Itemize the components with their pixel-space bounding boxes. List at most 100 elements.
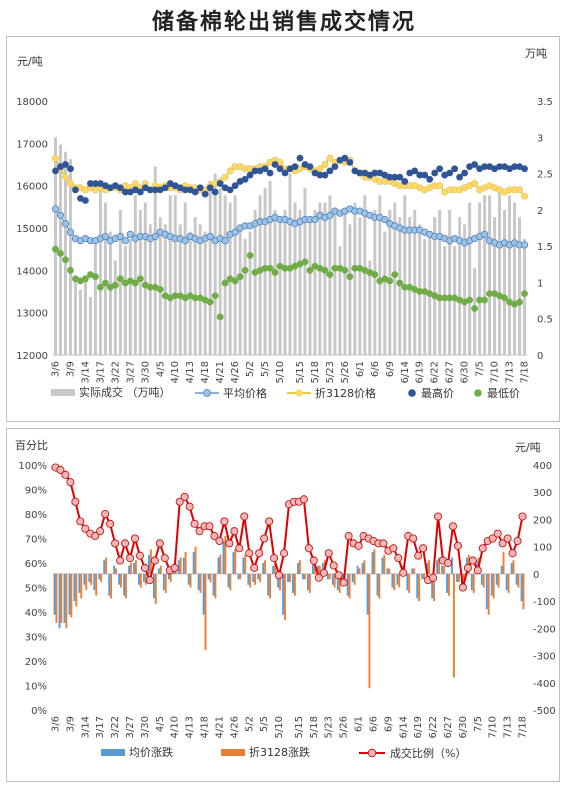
point-max-price	[92, 180, 99, 187]
bar-3128-change	[418, 573, 421, 602]
bar-3128-change	[199, 573, 202, 593]
bar-avg-change	[123, 573, 126, 596]
bar-actual-volume	[503, 209, 507, 355]
bar-3128-change	[423, 573, 426, 580]
bar-avg-change	[321, 563, 324, 574]
bar-actual-volume	[278, 217, 282, 355]
bar-actual-volume	[113, 260, 117, 355]
x-tick-label: 5/10	[274, 716, 285, 738]
bar-avg-change	[376, 573, 379, 596]
point-min-price	[92, 273, 99, 281]
bar-avg-change	[316, 565, 319, 574]
bar-actual-volume	[218, 188, 222, 355]
point-min-price	[62, 256, 69, 264]
right-tick-label: 400	[533, 461, 552, 472]
point-avg-price	[206, 232, 214, 241]
bar-avg-change	[480, 573, 483, 585]
x-tick-label: 5/15	[294, 716, 305, 738]
x-tick-label: 4/26	[230, 361, 241, 383]
bar-3128-change	[522, 573, 525, 610]
bar-avg-change	[58, 573, 61, 629]
left-tick-label: 12000	[16, 351, 48, 362]
bar-3128-change	[125, 573, 127, 599]
bar-avg-change	[306, 573, 309, 591]
point-ratio	[245, 549, 254, 558]
bar-3128-change	[303, 573, 306, 580]
bar-actual-volume	[203, 231, 207, 355]
bar-avg-change	[302, 573, 304, 580]
bar-3128-change	[204, 573, 207, 651]
bar-avg-change	[247, 573, 250, 585]
bar-3128-change	[110, 573, 113, 599]
point-max-price	[431, 169, 439, 177]
point-max-price	[461, 169, 469, 177]
point-max-price	[206, 184, 214, 192]
point-max-price	[246, 171, 254, 179]
x-tick-label: 6/19	[415, 361, 426, 383]
legend-label-min: 最低价	[487, 387, 520, 400]
point-ratio	[389, 544, 398, 553]
x-tick-label: 6/1	[355, 361, 366, 377]
bar-actual-volume	[378, 195, 382, 355]
bar-3128-change	[105, 557, 108, 574]
point-ratio	[96, 527, 105, 536]
point-min-price	[246, 252, 254, 259]
bar-actual-volume	[123, 246, 127, 355]
point-min-price	[486, 290, 493, 298]
point-max-price	[191, 188, 199, 196]
point-ratio	[468, 556, 477, 565]
bar-3128-change	[318, 565, 321, 574]
bar-actual-volume	[198, 224, 202, 355]
point-max-price	[201, 190, 209, 198]
point-ratio	[304, 544, 313, 553]
bar-3128-change	[443, 565, 445, 574]
point-ratio	[518, 512, 527, 521]
point-ratio	[145, 576, 154, 585]
point-ratio	[126, 554, 135, 563]
point-ratio	[414, 551, 423, 560]
bar-avg-change	[436, 560, 439, 574]
x-tick-label: 3/30	[140, 361, 151, 383]
point-min-price	[516, 298, 523, 306]
bar-3128-change	[75, 573, 78, 607]
point-ratio	[116, 556, 125, 565]
point-ratio	[344, 532, 353, 541]
point-max-price	[161, 184, 169, 192]
x-tick-label: 6/14	[398, 716, 409, 738]
x-tick-label: 4/26	[229, 716, 240, 738]
bar-avg-change	[485, 573, 488, 610]
point-max-price	[231, 182, 239, 190]
left-tick-label: 16000	[16, 182, 48, 193]
point-min-price	[331, 264, 339, 272]
bar-avg-change	[187, 573, 190, 585]
legend-label-3128: 折3128价格	[315, 386, 376, 400]
point-ratio	[394, 554, 403, 563]
bar-actual-volume	[368, 260, 372, 355]
point-min-price	[281, 264, 289, 272]
point-ratio	[61, 470, 70, 479]
point-min-price	[521, 290, 528, 298]
point-max-price	[371, 169, 379, 177]
point-max-price	[456, 173, 464, 181]
point-ratio	[324, 549, 333, 558]
x-tick-label: 5/5	[260, 361, 271, 377]
bar-avg-change	[446, 573, 448, 593]
bar-actual-volume	[248, 231, 252, 355]
bar-actual-volume	[498, 188, 502, 355]
legend-swatch-avg-change	[101, 749, 125, 756]
legend-label-avg: 平均价格	[223, 386, 267, 400]
bar-actual-volume	[213, 173, 217, 355]
point-ratio	[503, 534, 512, 543]
point-min-price	[371, 271, 379, 278]
bar-3128-change	[229, 573, 232, 591]
bar-3128-change	[154, 573, 157, 604]
bar-3128-change	[497, 573, 500, 588]
x-tick-label: 3/17	[95, 361, 106, 383]
bar-actual-volume	[163, 224, 167, 355]
legend-label-ratio: 成交比例（%）	[390, 746, 466, 760]
point-ratio	[255, 549, 264, 558]
change-chart: 百分比 元/吨 0% 10% 20% 30% 40% 50% 60% 70% 80% 90% 100% -…	[15, 439, 556, 760]
bar-3128-change	[85, 573, 88, 591]
bar-actual-volume	[458, 217, 462, 355]
point-avg-price	[381, 215, 389, 224]
